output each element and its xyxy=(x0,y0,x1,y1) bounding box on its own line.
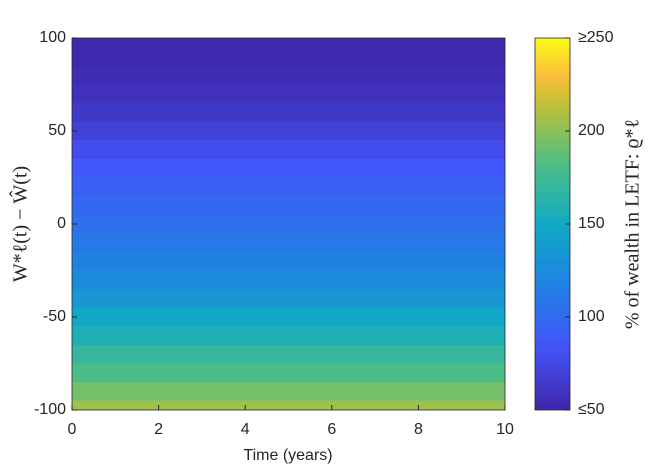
colorbar-tick-label: ≥250 xyxy=(578,29,614,46)
y-axis-label: W*ℓ(t) − Ŵ(t) xyxy=(8,166,32,282)
heat-cell xyxy=(72,270,505,290)
y-tick-label: 100 xyxy=(39,29,66,46)
colorbar xyxy=(534,37,571,411)
heat-cell xyxy=(72,84,505,104)
colorbar-tick-label: ≤50 xyxy=(578,401,605,418)
x-axis-label: Time (years) xyxy=(243,447,332,464)
heat-cell xyxy=(72,400,505,410)
heat-cell xyxy=(72,251,505,272)
heat-cell xyxy=(72,177,505,197)
y-tick-label: -50 xyxy=(43,308,66,325)
y-tick-label: -100 xyxy=(34,401,66,418)
heat-cell xyxy=(72,47,505,67)
heat-cell xyxy=(72,289,505,309)
x-tick-label: 0 xyxy=(68,421,77,438)
heat-cell xyxy=(72,158,505,179)
x-tick-label: 8 xyxy=(414,421,423,438)
heat-cell xyxy=(72,363,505,383)
heat-cell xyxy=(72,307,505,327)
heat-cell xyxy=(72,344,505,365)
x-tick-label: 4 xyxy=(241,421,250,438)
colorbar-tick-label: 200 xyxy=(578,122,605,139)
colorbar-tick-label: 100 xyxy=(578,308,605,325)
x-tick-label: 6 xyxy=(327,421,336,438)
y-tick-label: 0 xyxy=(57,215,66,232)
heat-cell xyxy=(72,121,505,141)
heat-cell xyxy=(72,65,505,86)
heat-cell xyxy=(72,214,505,234)
colorbar-label: % of wealth in LETF: ϱ*ℓ xyxy=(622,119,644,329)
heat-cell xyxy=(72,382,505,402)
y-tick-label: 50 xyxy=(48,122,66,139)
heat-cell xyxy=(72,326,505,346)
heat-cell xyxy=(72,140,505,160)
heat-cell xyxy=(72,196,505,216)
x-tick-label: 2 xyxy=(154,421,163,438)
heat-cell xyxy=(72,103,505,123)
x-tick-label: 10 xyxy=(496,421,514,438)
colorbar-tick-label: 150 xyxy=(578,215,605,232)
heat-cell xyxy=(72,38,505,48)
heat-cell xyxy=(72,233,505,253)
